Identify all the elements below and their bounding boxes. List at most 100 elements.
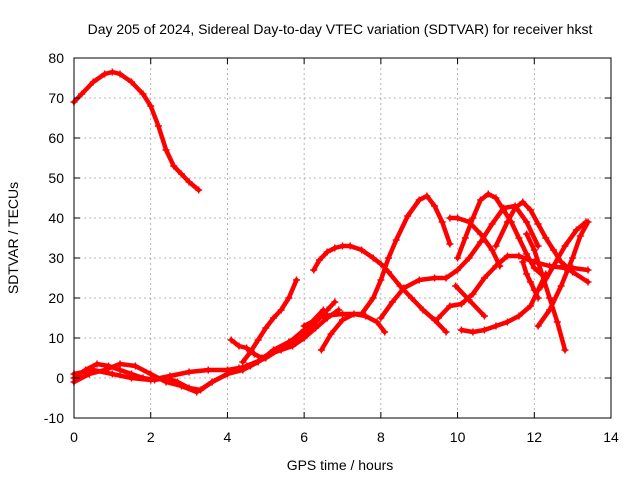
series-arc-20 (535, 219, 591, 329)
data-point-arc-12 (480, 274, 488, 282)
series-arc-1 (71, 69, 201, 193)
data-point-arc-17 (511, 204, 519, 212)
data-point-arc-4 (166, 372, 174, 380)
data-point-arc-9 (373, 318, 381, 326)
data-point-arc-1 (195, 186, 203, 194)
data-point-arc-20 (569, 254, 577, 262)
data-point-arc-14 (515, 234, 523, 242)
data-point-arc-5 (227, 336, 235, 344)
data-point-arc-4 (223, 366, 231, 374)
data-point-arc-11 (488, 220, 496, 228)
data-point-arc-7 (323, 306, 331, 314)
data-point-arc-5 (289, 342, 297, 350)
data-point-arc-10 (319, 312, 327, 320)
data-point-arc-14 (530, 264, 538, 272)
chart-title: Day 205 of 2024, Sidereal Day-to-day VTE… (88, 21, 593, 37)
data-point-arc-14 (500, 206, 508, 214)
data-point-arc-13 (488, 246, 496, 254)
data-point-arc-2 (93, 360, 101, 368)
data-point-arc-12 (446, 302, 454, 310)
x-tick-label: 6 (300, 429, 308, 445)
y-tick-label: 70 (48, 90, 64, 106)
data-point-arc-18 (561, 346, 569, 354)
data-point-arc-13 (496, 262, 504, 270)
x-axis-label: GPS time / hours (287, 457, 394, 473)
data-point-arc-14 (477, 196, 485, 204)
data-point-arc-18 (553, 318, 561, 326)
data-point-arc-8 (385, 268, 393, 276)
data-point-arc-8 (358, 246, 366, 254)
data-point-arc-12 (503, 252, 511, 260)
data-point-arc-1 (177, 170, 185, 178)
data-point-arc-11 (431, 274, 439, 282)
data-point-arc-10 (438, 218, 446, 226)
data-point-arc-5 (250, 350, 258, 358)
data-point-arc-21 (572, 226, 580, 234)
data-point-arc-13 (477, 230, 485, 238)
data-point-arc-21 (538, 282, 546, 290)
data-point-arc-14 (461, 234, 469, 242)
data-point-arc-1 (185, 178, 193, 186)
series-arc-15 (453, 283, 487, 319)
series-arc-6 (240, 277, 299, 365)
data-point-arc-1 (89, 78, 97, 86)
data-point-arc-4 (128, 374, 136, 382)
x-tick-label: 14 (603, 429, 619, 445)
data-point-arc-12 (469, 290, 477, 298)
data-point-arc-6 (269, 314, 277, 322)
data-point-arc-20 (534, 322, 542, 330)
data-point-arc-1 (128, 78, 136, 86)
data-point-arc-19 (523, 270, 531, 278)
y-tick-label: 0 (56, 370, 64, 386)
series-arc-18 (524, 231, 568, 353)
data-point-arc-10 (339, 310, 346, 318)
data-point-arc-7 (331, 298, 339, 306)
data-point-arc-11 (442, 274, 450, 282)
data-point-arc-20 (546, 306, 554, 314)
y-tick-label: 40 (48, 210, 64, 226)
x-tick-label: 12 (526, 429, 542, 445)
data-point-arc-10 (446, 240, 454, 248)
data-point-arc-11 (377, 314, 385, 322)
data-point-arc-21 (561, 242, 569, 250)
data-point-arc-19 (519, 258, 527, 266)
data-point-arc-8 (431, 316, 439, 324)
series-layer (70, 68, 592, 396)
data-point-arc-17 (503, 218, 511, 226)
data-point-arc-17 (542, 234, 550, 242)
data-point-arc-6 (285, 294, 293, 302)
data-point-arc-14 (469, 214, 477, 222)
data-point-arc-4 (246, 362, 254, 370)
plot-frame (73, 57, 612, 419)
x-tick-label: 10 (450, 429, 466, 445)
data-point-arc-10 (369, 294, 377, 302)
data-point-arc-18 (530, 246, 538, 254)
data-point-arc-9 (327, 330, 335, 338)
data-point-arc-5 (277, 346, 285, 354)
data-point-arc-6 (262, 324, 270, 332)
data-point-arc-19 (534, 294, 542, 302)
data-point-arc-20 (557, 282, 565, 290)
y-tick-label: -10 (44, 410, 64, 426)
data-point-arc-14 (454, 254, 462, 262)
data-point-arc-5 (243, 344, 251, 352)
data-point-arc-1 (78, 90, 86, 98)
data-point-arc-21 (582, 218, 590, 226)
data-point-arc-16 (526, 302, 534, 310)
data-point-arc-8 (396, 282, 404, 290)
data-point-arc-19 (526, 278, 534, 286)
data-point-arc-16 (457, 326, 465, 334)
data-point-arc-10 (423, 192, 431, 200)
data-point-arc-12 (515, 252, 523, 260)
data-point-arc-13 (446, 214, 454, 222)
data-point-arc-11 (465, 254, 473, 262)
data-point-arc-10 (385, 254, 393, 262)
data-point-arc-12 (457, 300, 465, 308)
data-point-arc-12 (434, 314, 442, 322)
data-point-arc-17 (584, 278, 592, 286)
data-point-arc-10 (431, 202, 439, 210)
data-point-arc-2 (116, 366, 124, 374)
data-point-arc-4 (185, 368, 193, 376)
data-point-arc-11 (415, 276, 423, 284)
